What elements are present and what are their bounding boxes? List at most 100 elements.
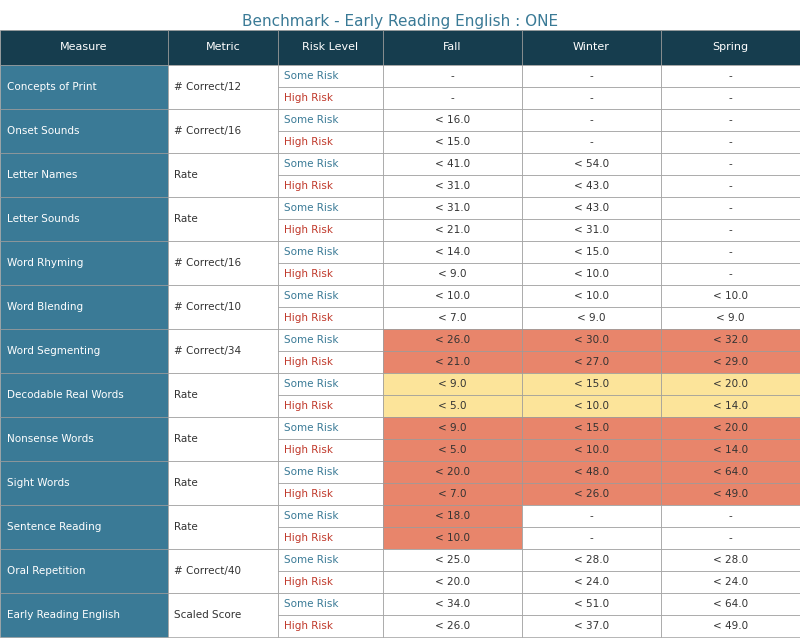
Bar xyxy=(383,417,522,439)
Bar xyxy=(522,219,661,241)
Bar xyxy=(278,197,383,219)
Bar xyxy=(383,30,522,65)
Bar xyxy=(383,263,522,285)
Text: Letter Names: Letter Names xyxy=(7,170,78,180)
Text: < 20.0: < 20.0 xyxy=(435,467,470,477)
Text: Rate: Rate xyxy=(174,170,198,180)
Text: < 21.0: < 21.0 xyxy=(435,225,470,235)
Text: # Correct/12: # Correct/12 xyxy=(174,82,241,92)
Bar xyxy=(661,527,800,549)
Bar xyxy=(383,351,522,373)
Text: < 32.0: < 32.0 xyxy=(713,335,748,345)
Bar xyxy=(168,197,278,241)
Bar xyxy=(522,307,661,329)
Bar xyxy=(383,87,522,109)
Text: < 10.0: < 10.0 xyxy=(435,291,470,301)
Bar xyxy=(0,329,168,373)
Text: Some Risk: Some Risk xyxy=(284,335,338,345)
Text: < 10.0: < 10.0 xyxy=(574,401,609,411)
Text: Word Blending: Word Blending xyxy=(7,302,83,312)
Text: # Correct/40: # Correct/40 xyxy=(174,566,241,576)
Text: Some Risk: Some Risk xyxy=(284,555,338,565)
Bar xyxy=(522,131,661,153)
Text: -: - xyxy=(450,93,454,103)
Bar xyxy=(278,175,383,197)
Text: Onset Sounds: Onset Sounds xyxy=(7,126,79,136)
Text: Word Rhyming: Word Rhyming xyxy=(7,258,83,268)
Text: -: - xyxy=(450,71,454,81)
Bar xyxy=(383,131,522,153)
Bar xyxy=(168,241,278,285)
Text: -: - xyxy=(590,71,594,81)
Text: < 15.0: < 15.0 xyxy=(574,379,609,389)
Bar xyxy=(278,417,383,439)
Text: < 51.0: < 51.0 xyxy=(574,599,609,609)
Text: < 5.0: < 5.0 xyxy=(438,445,466,455)
Text: Some Risk: Some Risk xyxy=(284,71,338,81)
Bar xyxy=(661,131,800,153)
Bar xyxy=(278,109,383,131)
Bar xyxy=(661,505,800,527)
Bar xyxy=(0,285,168,329)
Text: -: - xyxy=(590,137,594,147)
Bar xyxy=(168,505,278,549)
Text: < 25.0: < 25.0 xyxy=(435,555,470,565)
Text: < 10.0: < 10.0 xyxy=(574,445,609,455)
Bar xyxy=(661,285,800,307)
Text: -: - xyxy=(729,181,732,191)
Bar xyxy=(0,109,168,153)
Text: < 28.0: < 28.0 xyxy=(713,555,748,565)
Bar xyxy=(661,439,800,461)
Text: < 31.0: < 31.0 xyxy=(435,181,470,191)
Bar xyxy=(278,65,383,87)
Text: Letter Sounds: Letter Sounds xyxy=(7,214,80,224)
Bar xyxy=(522,395,661,417)
Text: < 14.0: < 14.0 xyxy=(713,445,748,455)
Text: < 49.0: < 49.0 xyxy=(713,621,748,631)
Text: < 26.0: < 26.0 xyxy=(574,489,609,499)
Text: < 7.0: < 7.0 xyxy=(438,313,466,323)
Bar xyxy=(278,373,383,395)
Bar xyxy=(168,593,278,637)
Bar xyxy=(383,373,522,395)
Bar xyxy=(0,373,168,417)
Bar xyxy=(522,197,661,219)
Text: High Risk: High Risk xyxy=(284,577,333,587)
Text: < 21.0: < 21.0 xyxy=(435,357,470,367)
Bar xyxy=(661,219,800,241)
Bar xyxy=(661,373,800,395)
Bar xyxy=(522,351,661,373)
Text: < 15.0: < 15.0 xyxy=(435,137,470,147)
Text: High Risk: High Risk xyxy=(284,445,333,455)
Bar xyxy=(0,65,168,109)
Text: Risk Level: Risk Level xyxy=(302,42,358,52)
Bar xyxy=(278,483,383,505)
Text: < 64.0: < 64.0 xyxy=(713,467,748,477)
Bar xyxy=(661,483,800,505)
Text: Benchmark - Early Reading English : ONE: Benchmark - Early Reading English : ONE xyxy=(242,14,558,29)
Bar xyxy=(0,241,168,285)
Bar xyxy=(383,461,522,483)
Text: Some Risk: Some Risk xyxy=(284,203,338,213)
Text: < 49.0: < 49.0 xyxy=(713,489,748,499)
Text: < 10.0: < 10.0 xyxy=(713,291,748,301)
Bar xyxy=(522,153,661,175)
Text: < 20.0: < 20.0 xyxy=(435,577,470,587)
Bar xyxy=(383,439,522,461)
Bar xyxy=(278,549,383,571)
Bar xyxy=(383,527,522,549)
Bar xyxy=(278,615,383,637)
Text: High Risk: High Risk xyxy=(284,269,333,279)
Bar xyxy=(383,153,522,175)
Bar xyxy=(278,131,383,153)
Text: -: - xyxy=(729,247,732,257)
Text: -: - xyxy=(729,269,732,279)
Bar xyxy=(278,307,383,329)
Text: < 28.0: < 28.0 xyxy=(574,555,609,565)
Text: < 5.0: < 5.0 xyxy=(438,401,466,411)
Text: -: - xyxy=(729,159,732,169)
Text: < 10.0: < 10.0 xyxy=(574,269,609,279)
Text: < 9.0: < 9.0 xyxy=(716,313,745,323)
Bar xyxy=(383,197,522,219)
Bar xyxy=(278,571,383,593)
